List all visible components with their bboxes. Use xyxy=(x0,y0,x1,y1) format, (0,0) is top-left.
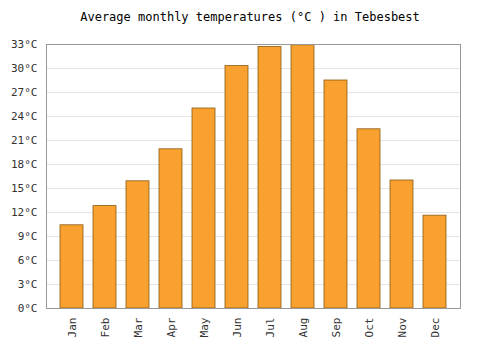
svg-text:Nov: Nov xyxy=(396,317,409,337)
svg-text:6°C: 6°C xyxy=(18,254,38,267)
svg-text:Oct: Oct xyxy=(363,318,376,338)
svg-text:Feb: Feb xyxy=(99,318,112,338)
svg-text:Jun: Jun xyxy=(231,318,244,338)
svg-text:9°C: 9°C xyxy=(18,230,38,243)
svg-text:15°C: 15°C xyxy=(11,182,38,195)
html-text:Average monthly temperatures (: Average monthly temperatures (°C ) in Te… xyxy=(80,10,420,24)
svg-text:30°C: 30°C xyxy=(11,62,38,75)
svg-text:21°C: 21°C xyxy=(11,134,38,147)
svg-text:33°C: 33°C xyxy=(11,38,38,51)
svg-text:Mar: Mar xyxy=(132,317,145,337)
svg-text:18°C: 18°C xyxy=(11,158,38,171)
svg-text:Jan: Jan xyxy=(66,318,79,338)
svg-text:Jul: Jul xyxy=(264,318,277,338)
svg-text:Aug: Aug xyxy=(297,318,310,338)
svg-text:Dec: Dec xyxy=(429,318,442,338)
svg-text:0°C: 0°C xyxy=(18,302,38,315)
svg-text:May: May xyxy=(198,317,211,337)
svg-text:3°C: 3°C xyxy=(18,278,38,291)
svg-text:24°C: 24°C xyxy=(11,110,38,123)
svg-text:Apr: Apr xyxy=(165,317,178,337)
svg-text:12°C: 12°C xyxy=(11,206,38,219)
svg-text:27°C: 27°C xyxy=(11,86,38,99)
svg-text:Sep: Sep xyxy=(330,318,343,338)
